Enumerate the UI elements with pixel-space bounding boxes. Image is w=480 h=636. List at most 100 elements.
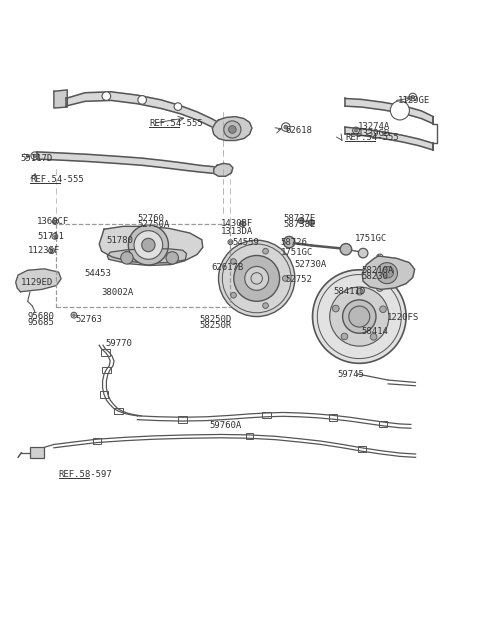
Circle shape (54, 220, 57, 223)
Text: 1129GE: 1129GE (397, 97, 430, 106)
Circle shape (54, 235, 56, 238)
Bar (56, 223, 230, 307)
Bar (114, 408, 122, 415)
Text: 95685: 95685 (28, 318, 55, 327)
Text: 51780: 51780 (107, 236, 133, 245)
Circle shape (378, 286, 381, 289)
Circle shape (138, 95, 146, 104)
Polygon shape (66, 92, 221, 132)
Text: 1430BF: 1430BF (221, 219, 253, 228)
Text: 38002A: 38002A (102, 288, 134, 297)
Circle shape (312, 270, 406, 363)
Circle shape (263, 303, 268, 308)
Text: 58411D: 58411D (333, 287, 365, 296)
Circle shape (411, 95, 414, 99)
Polygon shape (37, 152, 218, 174)
Text: 1123SF: 1123SF (28, 246, 60, 255)
Text: 52760: 52760 (137, 214, 164, 223)
Circle shape (349, 306, 370, 327)
Circle shape (231, 293, 237, 298)
Polygon shape (345, 127, 433, 150)
Circle shape (33, 154, 36, 158)
Bar (179, 416, 187, 422)
Text: 1751GC: 1751GC (355, 234, 387, 243)
Circle shape (174, 103, 182, 111)
Circle shape (343, 300, 376, 333)
Text: 62617B: 62617B (211, 263, 244, 272)
Circle shape (102, 92, 111, 100)
Circle shape (128, 225, 168, 265)
Text: 52752: 52752 (285, 275, 312, 284)
Polygon shape (345, 99, 433, 124)
Bar (100, 392, 108, 398)
Text: 95680: 95680 (28, 312, 55, 321)
Text: 58414: 58414 (362, 328, 389, 336)
Circle shape (378, 256, 381, 259)
Circle shape (263, 248, 268, 254)
Bar (329, 414, 337, 420)
Bar (246, 434, 253, 439)
Text: 1313DA: 1313DA (221, 226, 253, 236)
Circle shape (370, 333, 377, 340)
Circle shape (234, 256, 280, 301)
Text: REF.58-597: REF.58-597 (59, 470, 112, 479)
Circle shape (228, 126, 236, 134)
Circle shape (333, 305, 339, 312)
Text: 52730A: 52730A (295, 260, 327, 269)
Circle shape (166, 252, 179, 264)
Text: 59760A: 59760A (209, 422, 241, 431)
Circle shape (142, 238, 155, 252)
Bar (379, 420, 387, 427)
Text: 1751GC: 1751GC (281, 247, 313, 257)
Polygon shape (212, 116, 252, 141)
Text: 54453: 54453 (85, 268, 112, 278)
Circle shape (330, 287, 389, 346)
Circle shape (218, 240, 295, 317)
Polygon shape (362, 256, 415, 289)
Polygon shape (16, 269, 61, 292)
Bar (93, 438, 101, 443)
Circle shape (376, 263, 397, 284)
Polygon shape (214, 163, 233, 176)
Text: 59770: 59770 (106, 339, 132, 349)
Circle shape (283, 237, 295, 248)
Text: 51711: 51711 (37, 232, 64, 241)
Circle shape (356, 288, 363, 295)
Circle shape (282, 275, 288, 281)
Text: 13274A: 13274A (359, 122, 391, 131)
Circle shape (390, 101, 409, 120)
Circle shape (359, 248, 368, 258)
Text: 58738E: 58738E (283, 220, 315, 229)
Circle shape (72, 314, 75, 317)
Text: 58250R: 58250R (199, 321, 232, 330)
Text: 52763: 52763 (75, 315, 102, 324)
Text: 58250D: 58250D (199, 315, 232, 324)
Text: 59745: 59745 (338, 370, 365, 379)
Circle shape (354, 129, 358, 132)
Text: REF.54-555: REF.54-555 (30, 175, 84, 184)
Text: 58210A: 58210A (362, 266, 394, 275)
Circle shape (284, 125, 288, 129)
Text: 52750A: 52750A (137, 221, 169, 230)
Circle shape (340, 244, 352, 255)
Text: 62618: 62618 (285, 126, 312, 135)
Circle shape (382, 266, 394, 278)
Polygon shape (99, 226, 203, 263)
Circle shape (231, 259, 237, 265)
Bar (102, 367, 111, 373)
Circle shape (229, 241, 231, 243)
Text: 54559: 54559 (233, 238, 260, 247)
Text: 1220FS: 1220FS (387, 314, 419, 322)
Text: 1360CF: 1360CF (37, 217, 70, 226)
Circle shape (298, 218, 304, 223)
Polygon shape (108, 249, 187, 265)
Circle shape (120, 252, 133, 264)
Circle shape (309, 219, 314, 225)
Text: REF.54-555: REF.54-555 (149, 119, 203, 128)
Circle shape (245, 266, 269, 290)
Bar (262, 411, 271, 418)
Circle shape (241, 223, 244, 225)
Circle shape (341, 333, 348, 340)
Bar (358, 446, 365, 452)
Text: 1129ED: 1129ED (21, 278, 53, 287)
